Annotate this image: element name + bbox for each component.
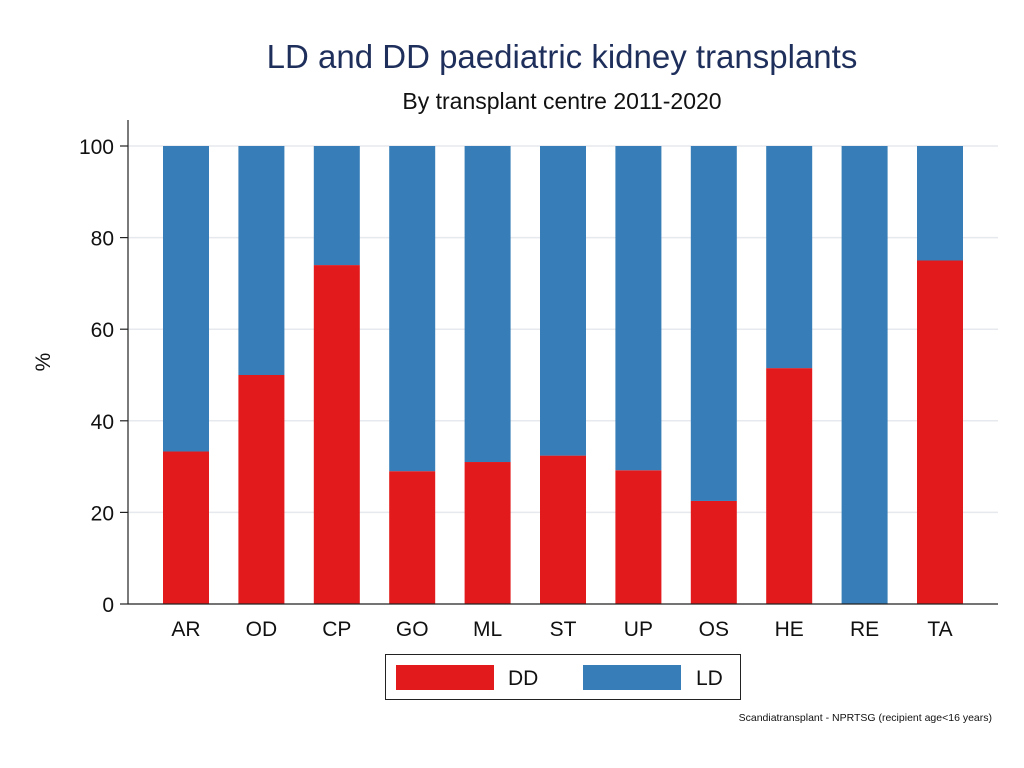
legend-swatch-ld bbox=[583, 665, 681, 690]
y-tick-label: 40 bbox=[91, 411, 114, 434]
bar-dd-cp bbox=[313, 265, 360, 604]
x-tick-label: HE bbox=[775, 618, 804, 641]
y-tick-label: 0 bbox=[102, 594, 114, 617]
x-tick-label: CP bbox=[322, 618, 351, 641]
x-tick-label: ST bbox=[550, 618, 577, 641]
y-tick-label: 60 bbox=[91, 319, 114, 342]
y-tick-label: 100 bbox=[79, 136, 114, 159]
bar-ld-cp bbox=[313, 146, 360, 266]
chart-title: LD and DD paediatric kidney transplants bbox=[266, 38, 858, 75]
bar-dd-ar bbox=[163, 451, 209, 604]
x-tick-label: TA bbox=[927, 618, 952, 641]
bar-ld-he bbox=[766, 146, 813, 369]
x-tick-label: OS bbox=[699, 618, 729, 641]
legend-label-dd: DD bbox=[508, 667, 539, 690]
y-tick-label: 20 bbox=[91, 502, 114, 525]
bar-ld-re bbox=[841, 146, 888, 604]
x-tick-label: UP bbox=[624, 618, 653, 641]
x-tick-label: RE bbox=[850, 618, 879, 641]
bar-ld-os bbox=[690, 146, 737, 501]
bar-ld-ar bbox=[163, 146, 209, 452]
bar-ld-ml bbox=[464, 146, 511, 463]
bar-dd-st bbox=[540, 455, 586, 604]
source-note: Scandiatransplant - NPRTSG (recipient ag… bbox=[738, 712, 992, 724]
x-tick-label: ML bbox=[473, 618, 502, 641]
bar-ld-go bbox=[389, 146, 436, 472]
bar-dd-up bbox=[615, 470, 662, 604]
y-tick-label: 80 bbox=[91, 228, 114, 251]
bar-dd-he bbox=[766, 368, 813, 604]
legend-swatch-dd bbox=[396, 665, 494, 690]
bar-ld-up bbox=[615, 146, 662, 471]
bar-dd-ta bbox=[917, 260, 963, 604]
bars bbox=[163, 146, 963, 604]
y-axis-label: % bbox=[32, 353, 55, 372]
legend-label-ld: LD bbox=[696, 667, 723, 690]
bar-ld-ta bbox=[917, 146, 963, 261]
chart-subtitle: By transplant centre 2011-2020 bbox=[402, 88, 722, 114]
bar-dd-os bbox=[690, 500, 737, 604]
bar-dd-od bbox=[238, 375, 285, 604]
bar-dd-go bbox=[389, 471, 436, 604]
x-tick-label: AR bbox=[171, 618, 200, 641]
axes: 0 20 40 60 80 100 AR OD CP GO ML ST UP OS HE RE TA bbox=[79, 120, 998, 641]
bar-ld-st bbox=[540, 146, 586, 456]
legend: DD LD bbox=[385, 654, 741, 700]
x-tick-label: GO bbox=[396, 618, 429, 641]
bar-dd-ml bbox=[464, 462, 511, 604]
bar-ld-od bbox=[238, 146, 285, 375]
x-tick-label: OD bbox=[246, 618, 278, 641]
